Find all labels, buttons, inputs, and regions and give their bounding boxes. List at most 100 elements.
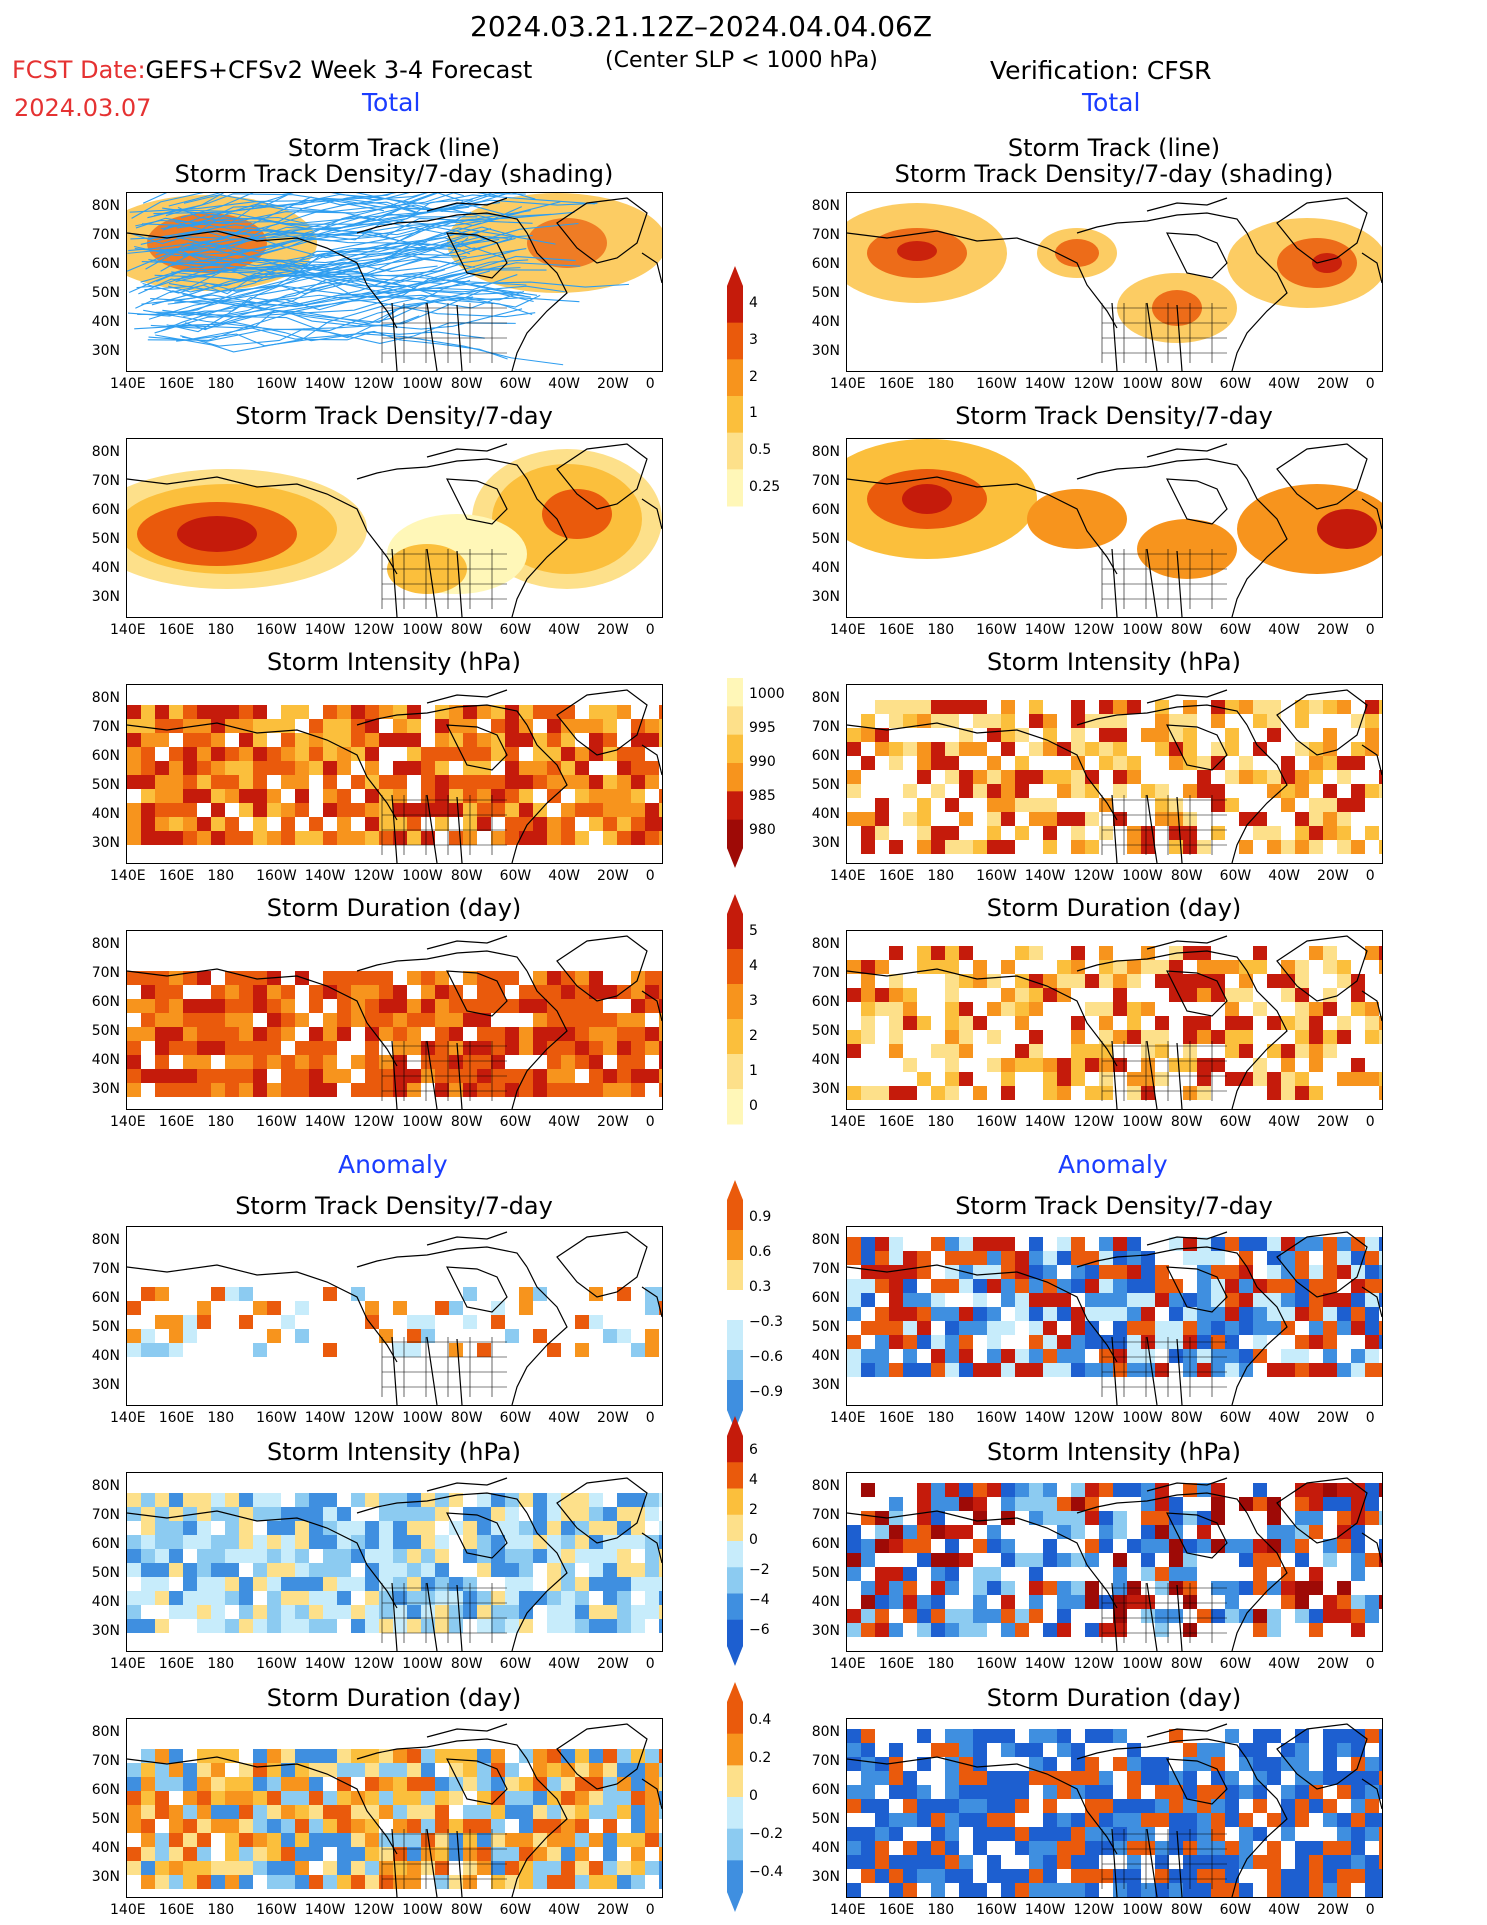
lat-label: 70N xyxy=(91,473,120,489)
lat-label: 40N xyxy=(91,806,120,822)
lon-label: 0 xyxy=(1365,622,1375,638)
lon-label: 120W xyxy=(353,622,395,638)
lat-label: 80N xyxy=(811,1724,840,1740)
lon-label: 140W xyxy=(304,868,346,884)
colorbar-tick: 6 xyxy=(749,1442,758,1458)
lon-label: 120W xyxy=(1073,868,1115,884)
map-svg xyxy=(847,935,1382,1109)
lon-label: 100W xyxy=(402,622,443,638)
map-panel xyxy=(846,1718,1383,1898)
lon-label: 180 xyxy=(927,1410,955,1426)
lon-label: 180 xyxy=(207,376,235,392)
lat-label: 30N xyxy=(811,835,840,851)
colorbar-tick: 0.3 xyxy=(749,1278,772,1295)
lat-label: 50N xyxy=(811,1023,840,1039)
lon-label: 0 xyxy=(645,1656,655,1672)
lon-label: 0 xyxy=(645,376,655,392)
lon-label: 0 xyxy=(1365,1902,1375,1918)
lon-label: 80W xyxy=(1170,1114,1203,1130)
lat-label: 30N xyxy=(811,1623,840,1639)
lat-label: 80N xyxy=(811,1232,840,1248)
lat-label: 80N xyxy=(91,936,120,952)
lon-label: 0 xyxy=(645,622,655,638)
lon-label: 140W xyxy=(304,1902,346,1918)
lat-label: 50N xyxy=(811,285,840,301)
lon-label: 120W xyxy=(1073,1410,1115,1426)
fcst-model: GEFS+CFSv2 Week 3-4 Forecast xyxy=(145,56,533,84)
map-panel xyxy=(126,1472,663,1652)
lat-label: 40N xyxy=(811,1348,840,1364)
lon-label: 160E xyxy=(158,376,195,392)
lon-label: 20W xyxy=(1317,1656,1349,1672)
colorbar-tick: −6 xyxy=(749,1622,770,1638)
lat-label: 30N xyxy=(91,1377,120,1393)
lon-label: 180 xyxy=(207,868,235,884)
map-svg xyxy=(847,439,1382,617)
lat-label: 40N xyxy=(811,1594,840,1610)
lon-label: 20W xyxy=(597,1114,629,1130)
map-panel xyxy=(126,192,663,372)
map-svg xyxy=(847,197,1382,371)
lon-label: 20W xyxy=(597,1656,629,1672)
lat-label: 70N xyxy=(91,965,120,981)
lon-label: 20W xyxy=(597,1410,629,1426)
lon-label: 140W xyxy=(1024,1902,1066,1918)
map-panel xyxy=(126,438,663,618)
lat-label: 70N xyxy=(91,719,120,735)
lon-label: 60W xyxy=(499,1656,532,1672)
lat-label: 70N xyxy=(91,1753,120,1769)
lon-label: 160E xyxy=(878,376,915,392)
lat-label: 60N xyxy=(91,1290,120,1306)
colorbar-density xyxy=(727,266,743,507)
lon-label: 0 xyxy=(645,868,655,884)
lat-label: 40N xyxy=(91,314,120,330)
lon-label: 160W xyxy=(976,1114,1017,1130)
colorbar-tick: 985 xyxy=(749,788,776,804)
panel-title: Storm Intensity (hPa) xyxy=(987,648,1241,676)
lon-label: 80W xyxy=(450,1114,483,1130)
lon-label: 140E xyxy=(830,1114,866,1130)
fcst-prefix: FCST Date: xyxy=(12,56,146,84)
map-panel xyxy=(126,1226,663,1406)
lon-label: 0 xyxy=(1365,1114,1375,1130)
lon-label: 20W xyxy=(1317,376,1349,392)
lon-label: 180 xyxy=(927,868,955,884)
lon-label: 100W xyxy=(1122,1114,1163,1130)
lon-label: 60W xyxy=(499,622,532,638)
lon-label: 40W xyxy=(1268,622,1300,638)
lat-label: 60N xyxy=(91,256,120,272)
lat-label: 60N xyxy=(811,994,840,1010)
lon-label: 140E xyxy=(110,1656,146,1672)
lon-label: 160E xyxy=(878,868,915,884)
lon-label: 160W xyxy=(976,1902,1017,1918)
lat-label: 60N xyxy=(91,994,120,1010)
lon-label: 60W xyxy=(499,1410,532,1426)
title-subtitle: (Center SLP < 1000 hPa) xyxy=(605,48,878,73)
map-panel xyxy=(846,438,1383,618)
lon-label: 40W xyxy=(548,1902,580,1918)
lat-label: 40N xyxy=(811,314,840,330)
lon-label: 100W xyxy=(1122,1410,1163,1426)
lon-label: 40W xyxy=(1268,1114,1300,1130)
lon-label: 0 xyxy=(645,1114,655,1130)
colorbar-duration_anom xyxy=(727,1682,743,1912)
colorbar-tick: −0.3 xyxy=(749,1313,783,1330)
panel-title: Storm Track Density/7-day xyxy=(235,1192,553,1220)
lat-label: 80N xyxy=(811,936,840,952)
lon-label: 20W xyxy=(1317,1902,1349,1918)
lon-label: 140W xyxy=(304,1656,346,1672)
colorbar-intensity xyxy=(727,678,743,868)
lon-label: 160W xyxy=(976,1410,1017,1426)
panel-title: Storm Intensity (hPa) xyxy=(267,648,521,676)
map-svg xyxy=(847,1723,1382,1897)
lon-label: 140E xyxy=(110,1902,146,1918)
panel-title: Storm Track (line) xyxy=(287,134,501,162)
lat-label: 40N xyxy=(91,1840,120,1856)
lon-label: 180 xyxy=(207,622,235,638)
lon-label: 80W xyxy=(450,376,483,392)
lon-label: 180 xyxy=(207,1656,235,1672)
lat-label: 60N xyxy=(811,502,840,518)
lat-label: 70N xyxy=(811,1261,840,1277)
panel-title: Storm Duration (day) xyxy=(266,1684,522,1712)
lon-label: 160W xyxy=(256,1114,297,1130)
